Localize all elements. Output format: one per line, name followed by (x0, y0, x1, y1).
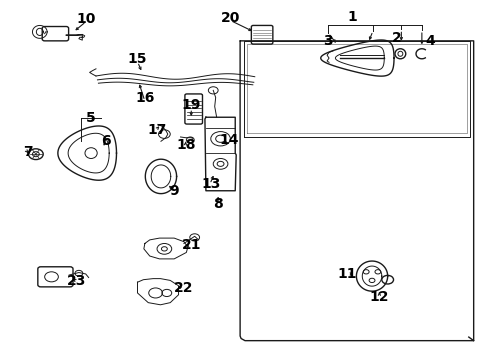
Text: 7: 7 (23, 145, 32, 159)
Text: 9: 9 (170, 184, 179, 198)
Text: 15: 15 (128, 52, 147, 66)
Text: 23: 23 (67, 274, 86, 288)
Text: 18: 18 (176, 138, 196, 152)
Text: 8: 8 (213, 197, 223, 211)
Text: 17: 17 (147, 123, 167, 137)
Text: 20: 20 (220, 11, 240, 25)
Text: 1: 1 (347, 10, 357, 24)
Text: 4: 4 (426, 34, 436, 48)
Text: 13: 13 (201, 177, 220, 191)
Text: 22: 22 (174, 281, 194, 295)
Text: 14: 14 (220, 133, 239, 147)
Text: 6: 6 (101, 134, 111, 148)
Text: 12: 12 (369, 289, 389, 303)
Text: 11: 11 (338, 267, 357, 281)
Text: 2: 2 (392, 31, 401, 45)
Text: 19: 19 (182, 98, 201, 112)
Text: 16: 16 (135, 90, 154, 104)
Text: 21: 21 (181, 238, 201, 252)
Text: 5: 5 (86, 111, 96, 125)
Text: 3: 3 (323, 34, 333, 48)
Text: 10: 10 (76, 12, 96, 26)
